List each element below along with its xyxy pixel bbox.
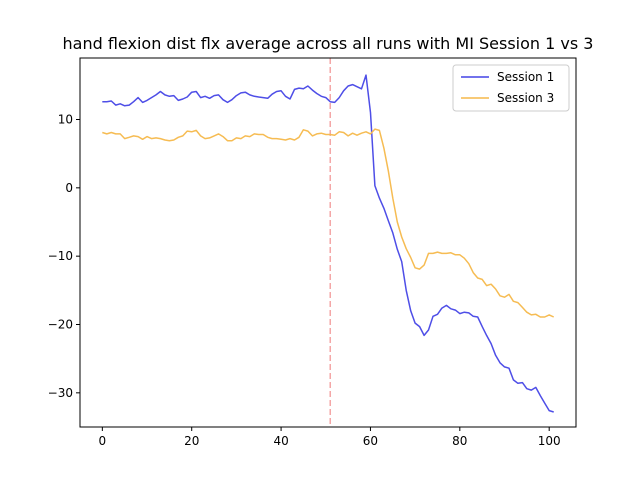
- x-tick-label: 60: [363, 434, 378, 448]
- y-tick-label: −30: [48, 386, 73, 400]
- y-tick-label: 0: [65, 181, 73, 195]
- y-tick-label: 10: [58, 113, 73, 127]
- series-line-session-1: [102, 74, 554, 413]
- chart-title: hand flexion dist flx average across all…: [63, 34, 594, 53]
- x-tick-label: 80: [452, 434, 467, 448]
- legend-label-session-3: Session 3: [497, 91, 554, 105]
- x-tick-label: 100: [538, 434, 561, 448]
- y-tick-label: −10: [48, 249, 73, 263]
- plot-frame: [79, 57, 577, 428]
- series-line-session-3: [102, 128, 555, 318]
- x-tick-label: 0: [99, 434, 107, 448]
- y-tick-label: −20: [48, 318, 73, 332]
- legend-label-session-1: Session 1: [497, 70, 554, 84]
- legend: Session 1 Session 3: [452, 64, 570, 112]
- x-tick-label: 20: [184, 434, 199, 448]
- x-tick-label: 40: [273, 434, 288, 448]
- plot-layer: [102, 58, 555, 427]
